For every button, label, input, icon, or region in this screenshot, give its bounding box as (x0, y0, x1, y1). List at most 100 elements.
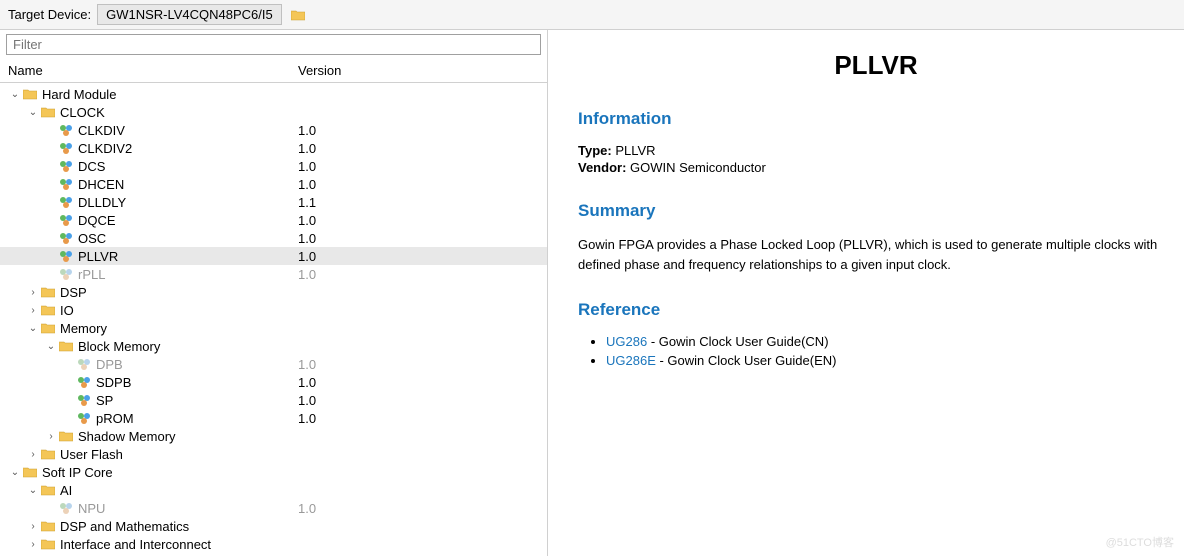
tree-row[interactable]: ⌄Memory (0, 319, 547, 337)
chevron-down-icon[interactable]: ⌄ (26, 107, 40, 118)
tree-row[interactable]: ⌄ AI (0, 481, 547, 499)
tree-item-label: pROM (94, 411, 134, 426)
tree-row[interactable]: ·DHCEN1.0 (0, 175, 547, 193)
ip-icon (58, 141, 74, 155)
folder-icon (40, 105, 56, 119)
column-version[interactable]: Version (298, 63, 547, 78)
tree-row[interactable]: › IO (0, 301, 547, 319)
chevron-right-icon[interactable]: › (26, 287, 40, 298)
tree-item-label: AI (58, 483, 72, 498)
tree-item-label: IO (58, 303, 74, 318)
tree-row[interactable]: ·CLKDIV1.0 (0, 121, 547, 139)
ip-icon (58, 177, 74, 191)
tree-body: ⌄Hard Module⌄CLOCK·CLKDIV1.0·CLKDIV21.0·… (0, 83, 547, 556)
chevron-down-icon[interactable]: ⌄ (8, 467, 22, 478)
tree-row[interactable]: ›DSP and Mathematics (0, 517, 547, 535)
tree-item-label: User Flash (58, 447, 123, 462)
tree-item-label: DQCE (76, 213, 116, 228)
ip-icon (76, 357, 92, 371)
tree-item-label: NPU (76, 501, 105, 516)
ip-icon (76, 411, 92, 425)
tree-item-label: rPLL (76, 267, 105, 282)
ip-tree-panel: Name Version ⌄Hard Module⌄CLOCK·CLKDIV1.… (0, 30, 548, 556)
doc-title: PLLVR (578, 50, 1174, 81)
folder-icon (22, 465, 38, 479)
tree-item-label: Interface and Interconnect (58, 537, 211, 552)
chevron-down-icon[interactable]: ⌄ (8, 89, 22, 100)
tree-item-version: 1.0 (298, 267, 547, 282)
tree-row[interactable]: ·SDPB1.0 (0, 373, 547, 391)
tree-item-version: 1.0 (298, 249, 547, 264)
tree-row[interactable]: ·DLLDLY1.1 (0, 193, 547, 211)
chevron-down-icon[interactable]: ⌄ (26, 485, 40, 496)
reference-item: UG286E - Gowin Clock User Guide(EN) (606, 353, 1174, 368)
tree-row[interactable]: ·DPB1.0 (0, 355, 547, 373)
target-device-label: Target Device: (8, 7, 91, 22)
tree-row[interactable]: › User Flash (0, 445, 547, 463)
tree-row[interactable]: ⌄CLOCK (0, 103, 547, 121)
tree-item-label: DHCEN (76, 177, 124, 192)
tree-row[interactable]: ·CLKDIV21.0 (0, 139, 547, 157)
toolbar: Target Device: GW1NSR-LV4CQN48PC6/I5 (0, 0, 1184, 30)
folder-icon (58, 339, 74, 353)
tree-item-version: 1.0 (298, 123, 547, 138)
tree-row[interactable]: ·NPU1.0 (0, 499, 547, 517)
reference-list: UG286 - Gowin Clock User Guide(CN) UG286E… (578, 334, 1174, 368)
folder-icon (22, 87, 38, 101)
chevron-right-icon[interactable]: › (26, 305, 40, 316)
reference-heading: Reference (578, 300, 1174, 320)
tree-item-version: 1.0 (298, 357, 547, 372)
folder-icon (40, 321, 56, 335)
summary-text: Gowin FPGA provides a Phase Locked Loop … (578, 235, 1174, 274)
watermark: @51CTO博客 (1106, 534, 1174, 550)
tree-row[interactable]: › Interface and Interconnect (0, 535, 547, 553)
chevron-right-icon[interactable]: › (44, 431, 58, 442)
chevron-down-icon[interactable]: ⌄ (44, 341, 58, 352)
reference-item: UG286 - Gowin Clock User Guide(CN) (606, 334, 1174, 349)
browse-device-button[interactable] (288, 5, 310, 25)
tree-row[interactable]: ·PLLVR1.0 (0, 247, 547, 265)
tree-item-label: CLKDIV2 (76, 141, 132, 156)
tree-row[interactable]: ·SP1.0 (0, 391, 547, 409)
folder-icon (40, 483, 56, 497)
target-device-value[interactable]: GW1NSR-LV4CQN48PC6/I5 (97, 4, 282, 25)
tree-scroll[interactable]: Name Version ⌄Hard Module⌄CLOCK·CLKDIV1.… (0, 59, 547, 556)
chevron-down-icon[interactable]: ⌄ (26, 323, 40, 334)
tree-row[interactable]: ·pROM1.0 (0, 409, 547, 427)
ip-icon (58, 213, 74, 227)
ip-icon (76, 375, 92, 389)
tree-row[interactable]: ⌄Hard Module (0, 85, 547, 103)
tree-item-label: SP (94, 393, 113, 408)
ip-icon (58, 159, 74, 173)
folder-icon (40, 537, 56, 551)
tree-header: Name Version (0, 59, 547, 83)
tree-row[interactable]: ⌄Block Memory (0, 337, 547, 355)
tree-item-version: 1.0 (298, 375, 547, 390)
tree-item-version: 1.0 (298, 411, 547, 426)
chevron-right-icon[interactable]: › (26, 449, 40, 460)
tree-item-label: PLLVR (76, 249, 118, 264)
column-name[interactable]: Name (8, 63, 298, 78)
tree-row[interactable]: ·DQCE1.0 (0, 211, 547, 229)
tree-item-label: Soft IP Core (40, 465, 113, 480)
tree-item-label: DLLDLY (76, 195, 126, 210)
filter-input[interactable] (6, 34, 541, 55)
chevron-right-icon[interactable]: › (26, 521, 40, 532)
tree-row[interactable]: ·DCS1.0 (0, 157, 547, 175)
tree-item-label: Shadow Memory (76, 429, 176, 444)
tree-item-label: CLKDIV (76, 123, 125, 138)
tree-row[interactable]: ›DSP (0, 283, 547, 301)
reference-link[interactable]: UG286E (606, 353, 656, 368)
ip-icon (58, 501, 74, 515)
ip-icon (76, 393, 92, 407)
reference-link[interactable]: UG286 (606, 334, 647, 349)
folder-icon (40, 285, 56, 299)
tree-row[interactable]: ⌄ Soft IP Core (0, 463, 547, 481)
folder-icon (40, 519, 56, 533)
tree-row[interactable]: ·rPLL1.0 (0, 265, 547, 283)
doc-panel: PLLVR Information Type: PLLVR Vendor: GO… (548, 30, 1184, 556)
tree-item-label: SDPB (94, 375, 131, 390)
tree-row[interactable]: ·OSC1.0 (0, 229, 547, 247)
tree-row[interactable]: › Shadow Memory (0, 427, 547, 445)
chevron-right-icon[interactable]: › (26, 539, 40, 550)
